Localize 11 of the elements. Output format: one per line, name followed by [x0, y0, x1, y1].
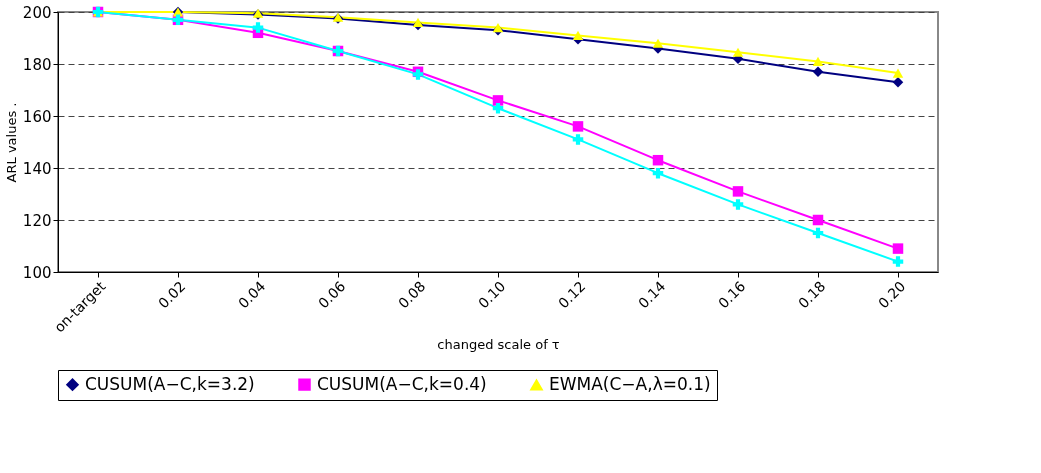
y-tick-label: 120: [22, 211, 52, 230]
y-axis-title: ARL values .: [3, 102, 19, 183]
y-tick-label: 200: [22, 3, 52, 22]
y-tick-label: 140: [22, 159, 52, 178]
x-axis-title: changed scale of τ: [437, 337, 560, 353]
y-tick-label: 100: [22, 263, 52, 282]
legend-label: EWMA(C−A,λ=0.1): [549, 373, 711, 394]
y-tick-label: 180: [22, 55, 52, 74]
legend-label: CUSUM(A−C,k=0.4): [317, 373, 487, 394]
y-tick-label: 160: [22, 107, 52, 126]
legend-label: CUSUM(A−C,k=3.2): [85, 373, 255, 394]
